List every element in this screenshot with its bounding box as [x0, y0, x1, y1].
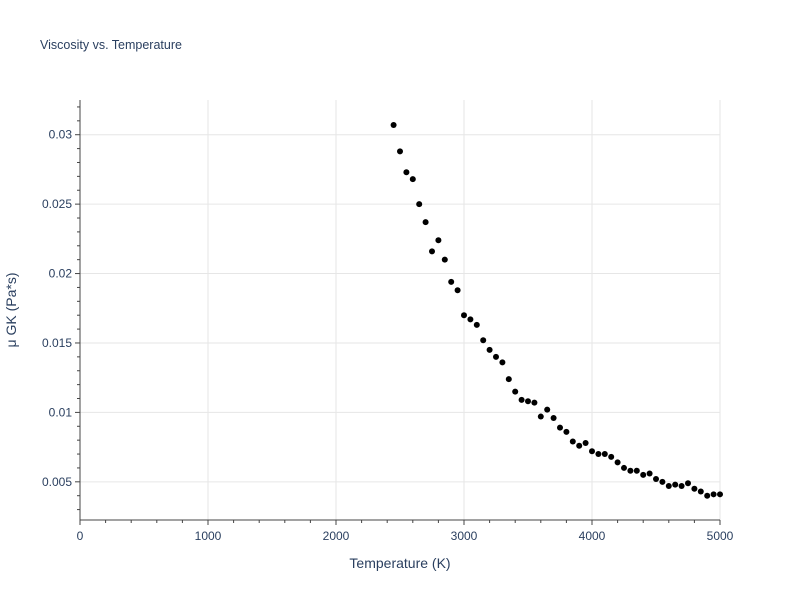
data-point: [691, 485, 698, 492]
data-point: [659, 478, 666, 485]
data-point: [435, 237, 442, 244]
x-tick-label: 1000: [195, 529, 222, 543]
data-point: [576, 442, 583, 449]
data-point: [697, 488, 704, 495]
data-point: [665, 482, 672, 489]
data-point: [544, 406, 551, 413]
data-point: [518, 396, 525, 403]
data-point: [704, 492, 711, 499]
data-point: [441, 256, 448, 263]
data-point: [531, 399, 538, 406]
data-point: [486, 346, 493, 353]
data-point: [633, 467, 640, 474]
y-tick-label: 0.03: [49, 128, 73, 142]
data-point: [685, 480, 691, 487]
data-point: [672, 481, 679, 488]
x-gridlines: [207, 100, 721, 520]
data-point: [601, 451, 608, 458]
data-point: [429, 248, 435, 255]
data-point: [390, 121, 397, 128]
data-point: [582, 439, 589, 446]
data-point: [537, 413, 544, 420]
x-tick-label: 4000: [579, 529, 606, 543]
y-tick-label: 0.025: [42, 197, 72, 211]
x-tick-label: 2000: [323, 529, 350, 543]
data-point: [422, 219, 429, 226]
data-point: [608, 453, 615, 460]
data-point: [403, 169, 410, 176]
x-tick-label: 3000: [451, 529, 478, 543]
x-tick-label: 5000: [707, 529, 734, 543]
data-point: [595, 451, 602, 458]
y-tick-label: 0.015: [42, 336, 72, 350]
chart-title: Viscosity vs. Temperature: [40, 38, 182, 52]
data-point: [589, 448, 595, 455]
data-point: [569, 438, 576, 445]
data-point: [621, 464, 627, 471]
data-point: [525, 398, 531, 405]
data-point: [480, 337, 487, 344]
data-point: [505, 376, 512, 383]
data-point: [461, 312, 467, 319]
data-point: [614, 459, 621, 466]
data-point: [550, 414, 557, 421]
y-tick-label: 0.01: [49, 405, 73, 419]
data-point: [710, 491, 717, 498]
data-point: [493, 353, 499, 360]
data-point: [467, 316, 474, 323]
y-tick-label: 0.005: [42, 475, 72, 489]
y-axis-title: μ GK (Pa*s): [3, 273, 19, 348]
data-point: [646, 470, 653, 477]
y-axis: 0.005 0.01 0.015 0.02 0.025 0.03: [42, 100, 81, 520]
data-point: [627, 467, 634, 474]
data-point: [454, 287, 461, 294]
data-point: [473, 321, 480, 328]
data-point: [448, 278, 455, 285]
data-point: [717, 491, 723, 498]
data-point: [499, 359, 506, 366]
scatter-points: [390, 121, 723, 499]
x-axis: 0 1000 2000 3000 4000 5000: [77, 519, 734, 543]
x-axis-title: Temperature (K): [349, 555, 450, 571]
data-point: [653, 476, 659, 483]
data-point: [397, 148, 403, 155]
data-point: [416, 201, 423, 208]
y-tick-label: 0.02: [49, 267, 73, 281]
x-tick-label: 0: [77, 529, 84, 543]
data-point: [409, 176, 416, 183]
data-point: [640, 471, 647, 478]
data-point: [512, 388, 519, 395]
y-gridlines: [80, 134, 720, 483]
data-point: [557, 424, 563, 431]
data-point: [563, 428, 570, 435]
data-point: [678, 482, 685, 489]
